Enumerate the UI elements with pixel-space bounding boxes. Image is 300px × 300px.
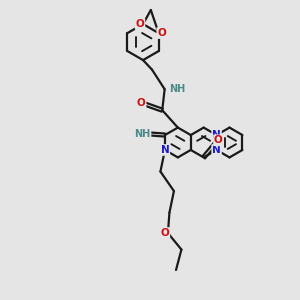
Text: O: O	[136, 19, 144, 29]
Text: O: O	[137, 98, 146, 108]
Text: N: N	[160, 145, 169, 155]
Text: O: O	[157, 28, 166, 38]
Text: N: N	[212, 130, 221, 140]
Text: N: N	[212, 145, 221, 155]
Text: NH: NH	[169, 84, 186, 94]
Text: NH: NH	[134, 128, 151, 139]
Text: O: O	[160, 228, 169, 238]
Text: O: O	[214, 135, 223, 145]
